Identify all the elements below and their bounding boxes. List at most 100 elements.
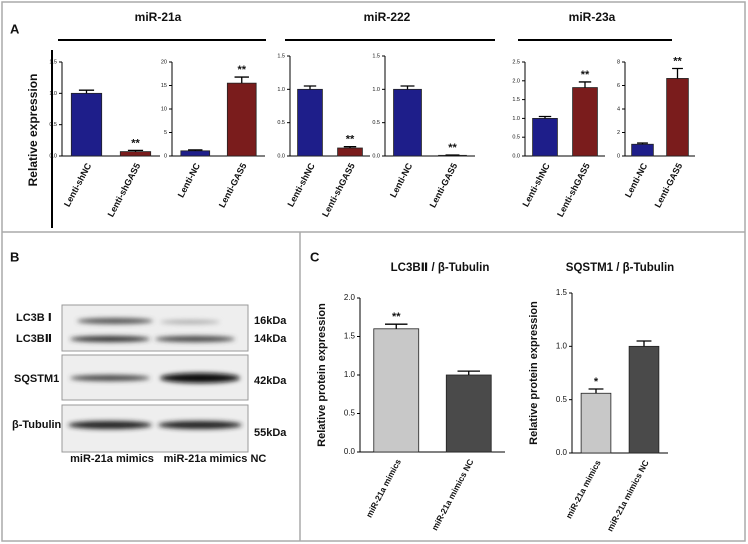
x-tick-label: Lenti-shGAS5 bbox=[555, 161, 592, 218]
y-tick-label: 2.5 bbox=[512, 59, 520, 65]
y-tick-label: 0.5 bbox=[277, 120, 285, 126]
bar bbox=[393, 88, 422, 157]
y-tick-label: 0.0 bbox=[556, 448, 568, 457]
western-blot bbox=[61, 304, 249, 453]
blot-lane-label: miR-21a mimics bbox=[70, 453, 154, 465]
bar bbox=[572, 87, 598, 157]
error-bar bbox=[538, 115, 552, 119]
x-tick-label: miR-21a mimics bbox=[364, 457, 403, 519]
y-axis-label: Relative protein expression bbox=[528, 301, 540, 445]
y-tick-label: 10 bbox=[161, 106, 167, 112]
bar bbox=[70, 92, 103, 157]
blot-size: 55kDa bbox=[254, 427, 287, 439]
y-tick-label: 0 bbox=[617, 153, 620, 159]
blot-band bbox=[160, 373, 240, 383]
blot-band bbox=[77, 318, 153, 324]
y-tick-label: 0.5 bbox=[49, 122, 57, 128]
significance-label: * bbox=[594, 376, 599, 388]
y-axis-label: Relative expression bbox=[26, 74, 40, 187]
y-tick-label: 0.0 bbox=[344, 447, 356, 456]
y-tick-label: 1.0 bbox=[372, 87, 380, 93]
error-bar bbox=[637, 142, 648, 145]
x-tick-label: Lenti-shNC bbox=[285, 161, 317, 209]
x-tick-label: Lenti-NC bbox=[623, 161, 650, 199]
panel-label: C bbox=[310, 249, 320, 264]
y-tick-label: 1.5 bbox=[372, 53, 380, 59]
error-bar bbox=[127, 149, 144, 152]
y-tick-label: 1.5 bbox=[512, 97, 520, 103]
y-tick-label: 0.0 bbox=[512, 153, 520, 159]
x-tick-label: Lenti-NC bbox=[388, 161, 415, 199]
bar bbox=[337, 147, 363, 157]
bar bbox=[580, 392, 612, 454]
error-bar bbox=[188, 149, 203, 151]
bar bbox=[373, 328, 420, 453]
error-bar bbox=[234, 76, 249, 84]
bar bbox=[631, 143, 654, 157]
bar bbox=[180, 150, 211, 157]
bar bbox=[666, 78, 689, 157]
blot-band bbox=[70, 336, 150, 342]
blot-band bbox=[155, 336, 235, 342]
y-tick-label: 1.0 bbox=[277, 87, 285, 93]
y-tick-label: 15 bbox=[161, 83, 167, 89]
blot-size: 14kDa bbox=[254, 333, 287, 345]
x-tick-label: Lenti-GAS5 bbox=[217, 161, 249, 209]
y-tick-label: 2.0 bbox=[344, 293, 356, 302]
x-tick-label: Lenti-shGAS5 bbox=[320, 161, 357, 218]
significance-label: ** bbox=[346, 134, 355, 146]
group-title: miR-222 bbox=[364, 10, 411, 24]
significance-label: ** bbox=[673, 55, 682, 67]
y-tick-label: 20 bbox=[161, 59, 167, 65]
error-bar bbox=[78, 89, 95, 94]
bar bbox=[532, 118, 558, 157]
y-tick-label: 2 bbox=[617, 130, 620, 136]
bar bbox=[119, 151, 152, 157]
error-bar bbox=[588, 388, 604, 394]
group-title: miR-21a bbox=[135, 10, 182, 24]
y-tick-label: 1.0 bbox=[344, 370, 356, 379]
x-tick-label: Lenti-NC bbox=[176, 161, 203, 199]
y-tick-label: 1.0 bbox=[556, 341, 568, 350]
y-tick-label: 1.5 bbox=[556, 288, 568, 297]
y-tick-label: 0.0 bbox=[372, 153, 380, 159]
blot-band bbox=[70, 375, 150, 381]
error-bar bbox=[343, 146, 357, 148]
blot-band bbox=[158, 421, 242, 429]
y-tick-label: 0.0 bbox=[277, 153, 285, 159]
bar bbox=[445, 374, 492, 453]
y-tick-label: 1.5 bbox=[277, 53, 285, 59]
blot-row-label: β-Tubulin bbox=[12, 419, 62, 431]
y-tick-label: 4 bbox=[617, 106, 620, 112]
y-tick-label: 2.0 bbox=[512, 78, 520, 84]
y-tick-label: 0.5 bbox=[512, 135, 520, 141]
blot-size: 16kDa bbox=[254, 315, 287, 327]
x-tick-label: Lenti-shNC bbox=[520, 161, 552, 209]
y-axis-label: Relative protein expression bbox=[316, 303, 328, 447]
y-tick-label: 0.5 bbox=[556, 395, 568, 404]
bar bbox=[226, 82, 257, 157]
y-tick-label: 0.0 bbox=[49, 153, 57, 159]
x-tick-label: miR-21a mimics NC bbox=[605, 458, 651, 533]
blot-row-label: LC3BⅡ bbox=[16, 333, 52, 345]
panel-label: A bbox=[10, 21, 20, 36]
blot-row-label: LC3B Ⅰ bbox=[16, 312, 52, 324]
y-tick-label: 1.0 bbox=[49, 91, 57, 97]
blot-band bbox=[68, 421, 152, 429]
significance-label: ** bbox=[392, 311, 401, 323]
error-bar bbox=[400, 85, 415, 90]
x-tick-label: Lenti-GAS5 bbox=[653, 161, 685, 209]
y-tick-label: 0.5 bbox=[372, 120, 380, 126]
significance-label: ** bbox=[237, 64, 246, 76]
x-tick-label: miR-21a mimics NC bbox=[429, 457, 475, 532]
error-bar bbox=[578, 81, 592, 88]
x-tick-label: Lenti-shGAS5 bbox=[106, 161, 143, 218]
x-tick-label: Lenti-GAS5 bbox=[428, 161, 460, 209]
x-tick-label: Lenti-shNC bbox=[62, 161, 94, 209]
y-tick-label: 6 bbox=[617, 83, 620, 89]
bar bbox=[297, 88, 323, 157]
x-tick-label: miR-21a mimics bbox=[564, 458, 603, 520]
y-tick-label: 5 bbox=[164, 130, 167, 136]
